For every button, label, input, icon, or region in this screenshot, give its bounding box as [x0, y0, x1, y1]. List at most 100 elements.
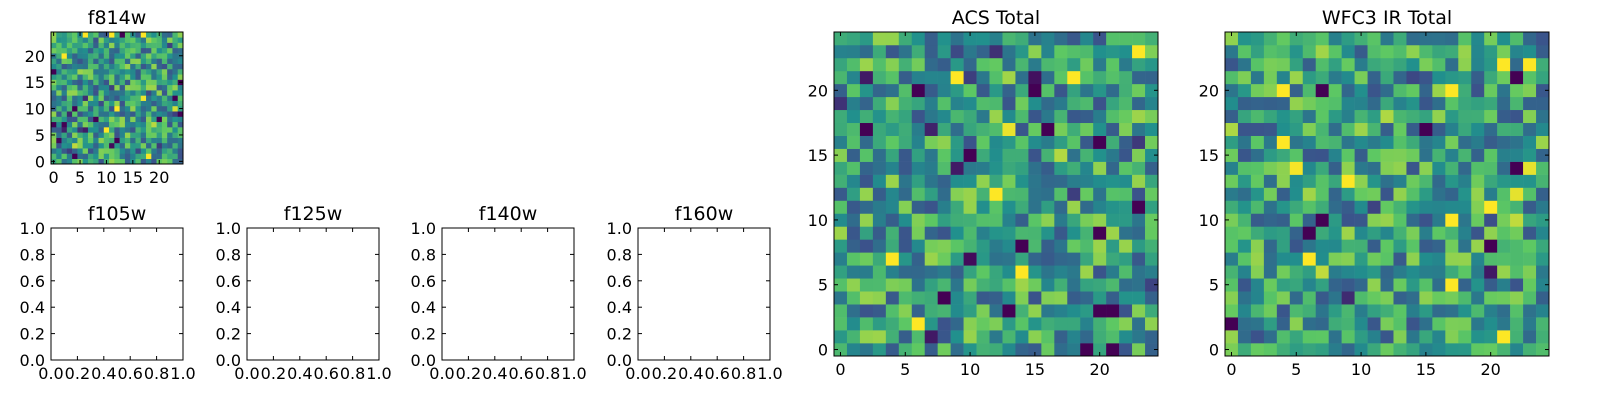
x-tick-label: 20: [1090, 360, 1110, 379]
heatmap-cell: [1132, 148, 1146, 162]
axes-frame: [50, 227, 184, 361]
heatmap-cell: [161, 142, 168, 149]
heatmap-cell: [1354, 174, 1368, 188]
heatmap-cell: [77, 100, 83, 107]
heatmap-cell: [93, 68, 99, 75]
heatmap-cell: [1380, 278, 1394, 292]
heatmap-cell: [898, 291, 913, 305]
y-tick-label: 0.8: [411, 245, 436, 264]
y-tick-label: 10: [25, 100, 45, 119]
heatmap-cell: [1471, 109, 1485, 124]
heatmap-cell: [1445, 252, 1459, 266]
heatmap-cell: [146, 148, 152, 154]
heatmap-cell: [98, 100, 105, 107]
heatmap-cell: [1263, 96, 1278, 111]
heatmap-cell: [1093, 109, 1107, 124]
heatmap-cell: [98, 90, 105, 96]
heatmap-cell: [151, 100, 157, 107]
heatmap-cell: [87, 127, 94, 133]
heatmap-cell: [1302, 213, 1317, 227]
heatmap-cell: [834, 148, 848, 162]
heatmap-cell: [119, 90, 126, 96]
heatmap-cell: [167, 37, 173, 43]
heatmap-cell: [911, 226, 926, 240]
heatmap-cell: [1536, 44, 1550, 59]
heatmap-cell: [898, 330, 913, 344]
heatmap-cell: [93, 63, 99, 70]
heatmap-cell: [898, 135, 913, 149]
heatmap-cell: [1354, 57, 1368, 72]
heatmap-cell: [846, 200, 861, 214]
heatmap-cell: [976, 161, 990, 175]
heatmap-cell: [1484, 200, 1498, 214]
heatmap-cell: [1132, 174, 1146, 188]
heatmap-cell: [161, 42, 168, 49]
heatmap-cell: [1237, 32, 1252, 46]
heatmap-cell: [1458, 226, 1472, 240]
heatmap-cell: [963, 161, 977, 175]
heatmap-cell: [1263, 252, 1278, 266]
heatmap-cell: [1263, 32, 1278, 46]
heatmap-cell: [1380, 135, 1394, 149]
heatmap-cell: [1458, 265, 1472, 279]
heatmap-cell: [61, 121, 68, 128]
heatmap-cell: [859, 343, 874, 357]
heatmap-cell: [1028, 83, 1042, 98]
heatmap-cell: [167, 142, 173, 149]
heatmap-cell: [1093, 135, 1107, 149]
heatmap-cell: [56, 63, 62, 70]
heatmap-cell: [1497, 109, 1511, 124]
heatmap-cell: [1054, 32, 1068, 46]
heatmap-cell: [1367, 174, 1381, 188]
heatmap-cell: [103, 148, 110, 154]
heatmap-cell: [834, 200, 848, 214]
heatmap-cell: [898, 161, 913, 175]
heatmap-cell: [1002, 265, 1016, 279]
heatmap-cell: [846, 32, 861, 46]
heatmap-cell: [1002, 135, 1016, 149]
heatmap-cell: [135, 132, 142, 138]
heatmap-cell: [1497, 96, 1511, 111]
heatmap-cell: [167, 121, 173, 128]
heatmap-cell: [1523, 330, 1537, 344]
heatmap-cell: [146, 42, 152, 49]
heatmap-cell: [82, 105, 89, 112]
heatmap-cell: [172, 158, 179, 165]
heatmap-cell: [114, 74, 120, 80]
heatmap-cell: [1132, 200, 1146, 214]
heatmap-cell: [1445, 200, 1459, 214]
heatmap-cell: [1328, 291, 1342, 305]
heatmap-cell: [140, 79, 147, 86]
heatmap-cell: [135, 47, 142, 54]
heatmap-cell: [167, 47, 173, 54]
heatmap-cell: [834, 122, 848, 136]
heatmap-cell: [1341, 70, 1355, 85]
heatmap-cell: [109, 42, 115, 49]
heatmap-cell: [114, 158, 120, 165]
heatmap-cell: [1510, 122, 1524, 136]
heatmap-cell: [846, 109, 861, 124]
heatmap-cell: [1002, 213, 1016, 227]
heatmap-cell: [1237, 291, 1252, 305]
heatmap-cell: [1445, 122, 1459, 136]
heatmap-cell: [1015, 200, 1029, 214]
heatmap-cell: [1328, 57, 1342, 72]
heatmap-cell: [161, 127, 168, 133]
heatmap-cell: [119, 127, 126, 133]
panel-f125w: f125w 0.0 0.2 0.4 0.6 0.8 1.00.00.20.40.60.81…: [216, 203, 392, 383]
heatmap-cell: [1497, 239, 1511, 253]
heatmap-cell: [1237, 278, 1252, 292]
heatmap-cell: [1354, 226, 1368, 240]
heatmap-cell: [103, 90, 110, 96]
heatmap-cell: [1523, 343, 1537, 357]
heatmap-cell: [911, 330, 926, 344]
heatmap-cell: [140, 58, 147, 64]
heatmap-cell: [859, 122, 874, 136]
heatmap-cell: [66, 53, 73, 59]
heatmap-cell: [1067, 109, 1081, 124]
heatmap-cell: [950, 213, 964, 227]
heatmap-cell: [898, 265, 913, 279]
heatmap-cell: [937, 96, 951, 111]
heatmap-cell: [1341, 122, 1355, 136]
